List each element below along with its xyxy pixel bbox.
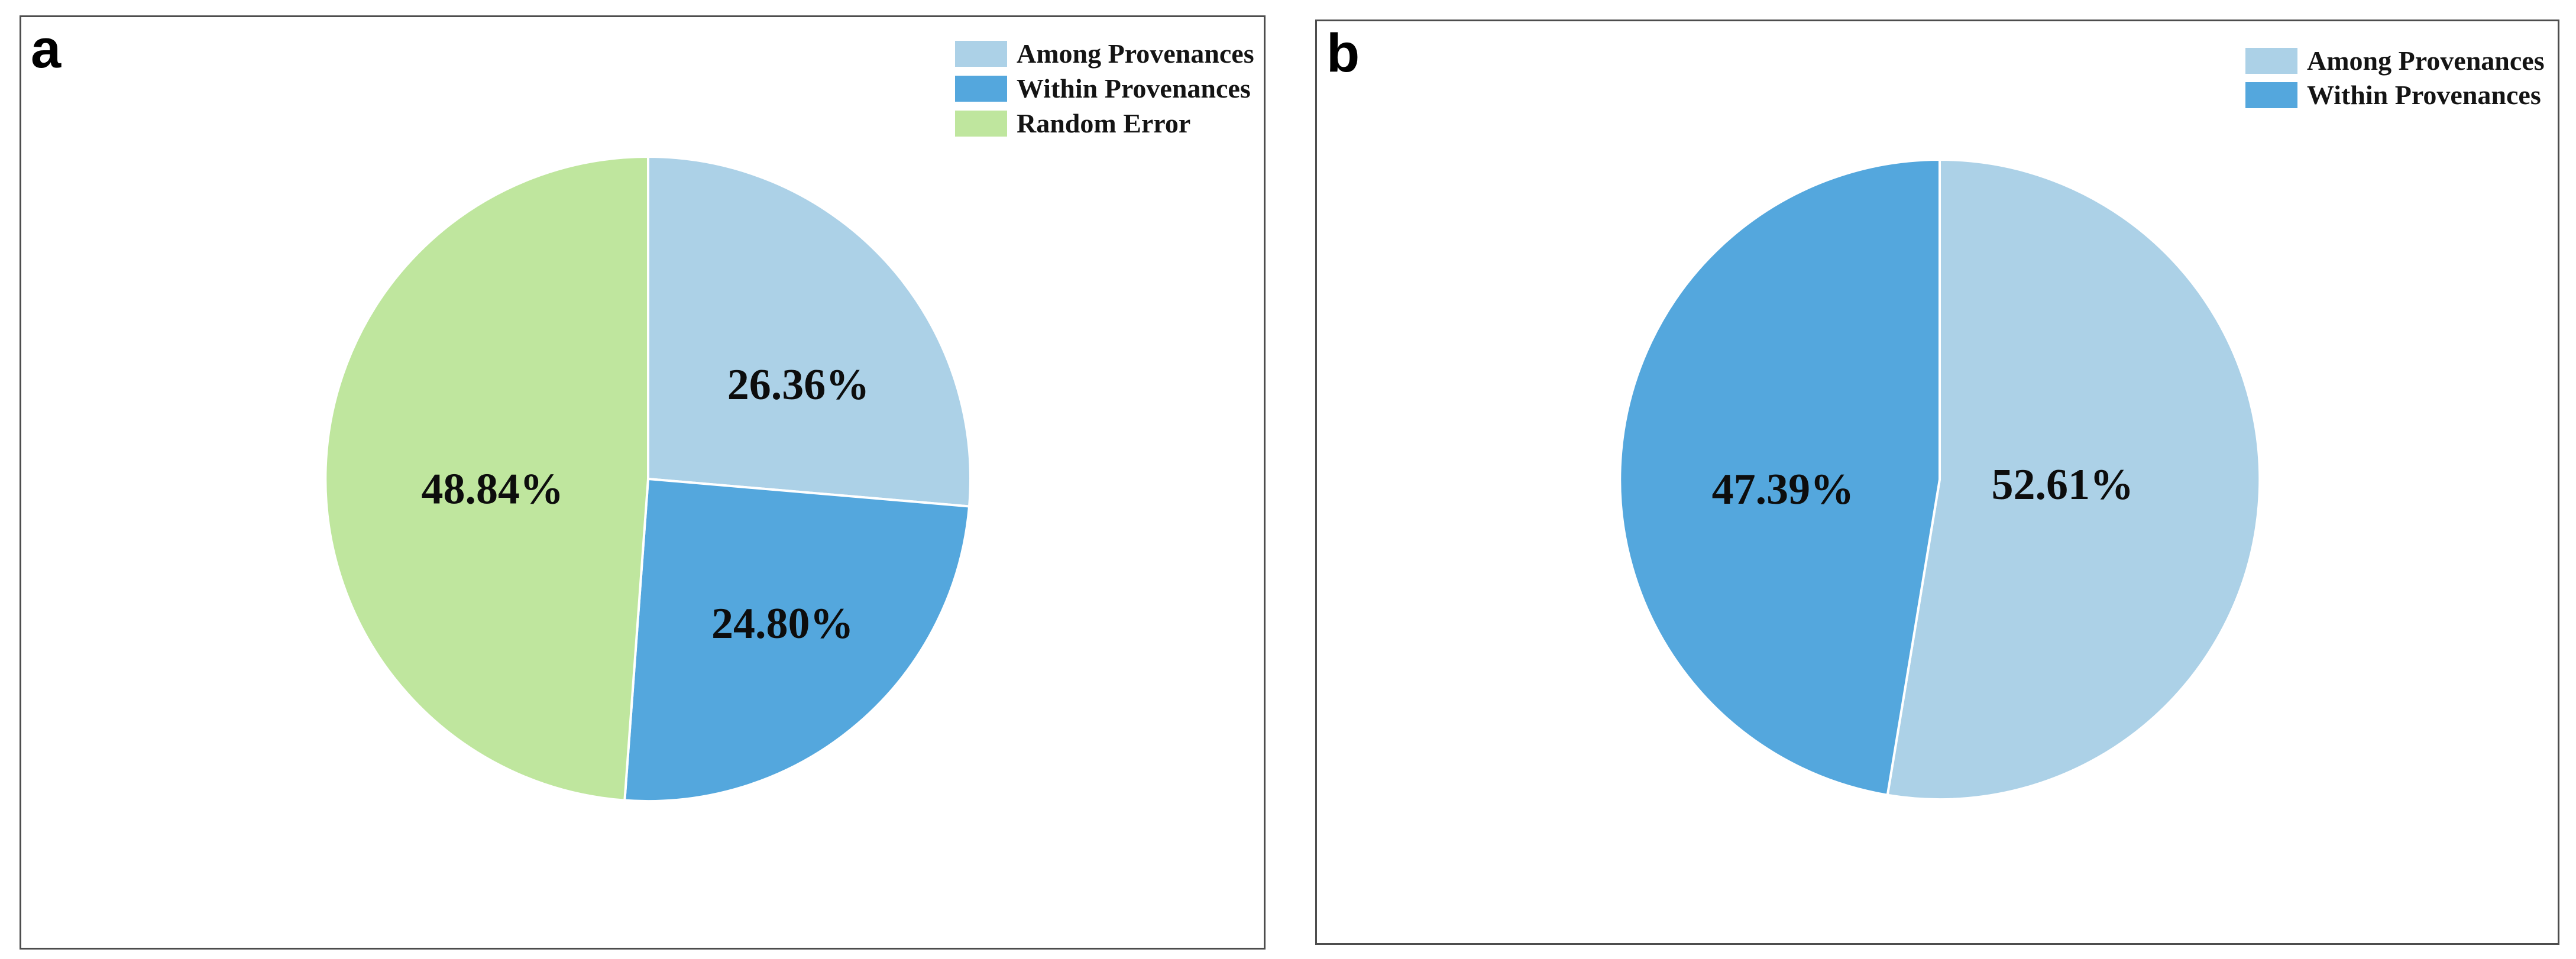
pie-slice-within-provenances: [623, 478, 970, 803]
legend-item-random-error: Random Error: [955, 110, 1254, 137]
pie-percentage-among-provenances: 26.36%: [727, 361, 870, 409]
panel-b: b 52.61% 47.39% Among Provenances Within P…: [1315, 20, 2559, 945]
pie-slice-within-provenances: [1619, 158, 1941, 796]
legend-swatch-within-provenances: [2245, 82, 2297, 108]
pie-slice-random-error: [324, 155, 649, 802]
legend-swatch-among-provenances: [955, 41, 1007, 67]
panel-b-legend: Among Provenances Within Provenances: [2245, 47, 2545, 109]
pie-percentage-within-provenances: 24.80%: [711, 600, 854, 648]
legend-item-among-provenances: Among Provenances: [2245, 47, 2545, 74]
pie-slice-among-provenances: [647, 155, 972, 508]
pie-percentage-within-provenances: 47.39%: [1712, 465, 1855, 514]
legend-item-within-provenances: Within Provenances: [2245, 82, 2545, 109]
panel-a: a 26.36% 24.80% 48.84% Among Provenances Wi…: [20, 15, 1266, 950]
panel-a-legend: Among Provenances Within Provenances Rando…: [955, 40, 1254, 137]
legend-swatch-within-provenances: [955, 76, 1007, 102]
legend-label-random-error: Random Error: [1017, 108, 1191, 138]
legend-swatch-among-provenances: [2245, 48, 2297, 74]
pie-percentage-among-provenances: 52.61%: [1991, 461, 2134, 509]
panel-a-letter: a: [31, 19, 62, 79]
legend-item-among-provenances: Among Provenances: [955, 40, 1254, 67]
legend-label-within-provenances: Within Provenances: [2307, 80, 2541, 110]
pie-slice-among-provenances: [1886, 158, 2261, 801]
panel-b-pie-chart: 52.61% 47.39%: [1619, 158, 2261, 801]
legend-label-within-provenances: Within Provenances: [1017, 73, 1251, 103]
panel-b-letter: b: [1326, 23, 1360, 83]
legend-label-among-provenances: Among Provenances: [2307, 46, 2545, 76]
panel-a-pie-chart: 26.36% 24.80% 48.84%: [324, 155, 972, 803]
legend-item-within-provenances: Within Provenances: [955, 75, 1254, 102]
legend-label-among-provenances: Among Provenances: [1017, 38, 1254, 69]
pie-percentage-random-error: 48.84%: [422, 465, 564, 514]
legend-swatch-random-error: [955, 111, 1007, 137]
